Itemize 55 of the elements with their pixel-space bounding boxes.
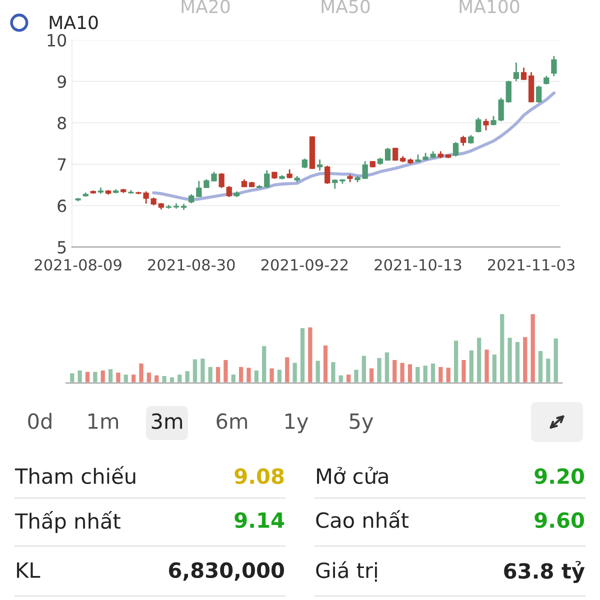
- text: 9.20: [534, 468, 584, 484]
- candlestick: [551, 56, 557, 76]
- text: MA100: [460, 0, 520, 14]
- text: 6m: [216, 413, 248, 430]
- candlestick: [316, 159, 323, 171]
- text: MA20: [182, 0, 230, 14]
- text: 5y: [350, 414, 374, 434]
- candlestick: [166, 204, 172, 209]
- candlestick: [506, 80, 512, 103]
- x-tick-label: 2021-10-13: [374, 259, 462, 271]
- y-tick-label: 10: [48, 34, 66, 47]
- text: 9.08: [234, 468, 284, 484]
- candlestick: [324, 166, 330, 184]
- text: 9.60: [534, 512, 584, 528]
- text: Mở cửa: [317, 466, 388, 484]
- text: Thấp nhất: [14, 511, 120, 533]
- candlestick: [452, 142, 459, 157]
- text: KL: [17, 562, 40, 578]
- text: 9.14: [234, 512, 284, 528]
- candlestick: [226, 186, 232, 198]
- x-tick-label: 2021-09-22: [261, 259, 348, 271]
- y-tick-label: 5: [58, 241, 66, 254]
- text: Cao nhất: [316, 510, 409, 528]
- text: 1y: [285, 414, 308, 434]
- candlestick: [218, 173, 224, 188]
- y-tick-label: 9: [58, 75, 66, 88]
- text: 1m: [88, 414, 118, 429]
- text: Tham chiếu: [14, 466, 136, 484]
- candlestick: [476, 118, 482, 133]
- text: Giá trị: [316, 561, 377, 582]
- candlestick: [513, 62, 520, 82]
- line-series: [152, 91, 556, 202]
- text: 0d: [28, 412, 52, 430]
- candlestick: [264, 170, 270, 188]
- y-tick-label: 7: [58, 158, 66, 171]
- y-tick-label: 8: [58, 116, 66, 130]
- candlestick: [536, 86, 542, 103]
- candlestick: [392, 148, 398, 161]
- candlestick: [498, 98, 504, 122]
- text: 63.8 tỷ: [504, 560, 585, 584]
- text: MA50: [322, 0, 370, 14]
- candlestick: [384, 148, 391, 161]
- candlestick: [173, 203, 180, 209]
- text: 6,830,000: [168, 562, 284, 581]
- x-tick-label: 2021-08-30: [148, 259, 235, 271]
- x-tick-label: 2021-08-09: [34, 259, 122, 271]
- candlestick: [483, 118, 489, 131]
- candlestick: [196, 180, 202, 198]
- candlestick: [520, 67, 527, 80]
- candlestick: [362, 161, 368, 179]
- candlestick: [128, 190, 134, 194]
- y-tick-label: 6: [58, 200, 66, 212]
- text: 3m: [152, 413, 182, 430]
- x-tick-label: 2021-11-03: [488, 259, 574, 271]
- text: MA10: [50, 16, 98, 30]
